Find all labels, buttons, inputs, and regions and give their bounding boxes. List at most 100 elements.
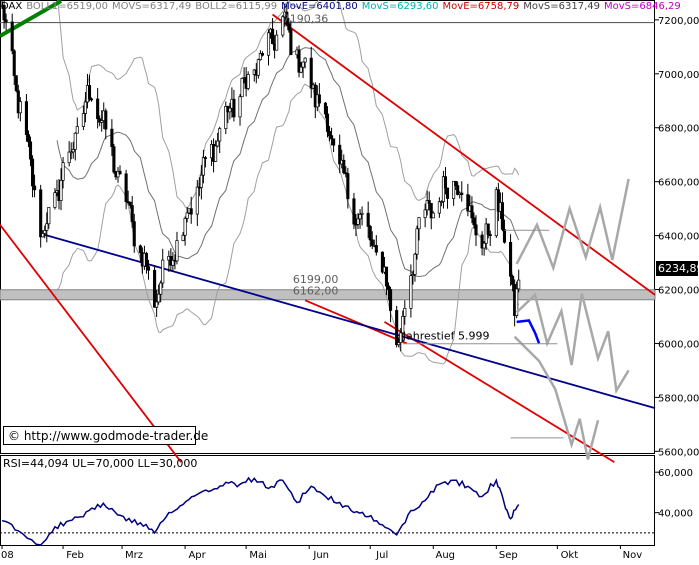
legend-item: DAX (1, 1, 22, 12)
x-tick-label: Apr (188, 550, 206, 561)
candle-body (53, 192, 57, 208)
candle-body (427, 200, 431, 204)
y-tick-label: 7000,00 (658, 70, 699, 81)
candle-body (41, 233, 45, 238)
x-tick-label: Jun (312, 550, 329, 561)
trendline-channel (304, 299, 408, 345)
candle-body (33, 185, 37, 191)
candle-body (466, 194, 470, 212)
candle-body (299, 66, 303, 73)
candle-body (14, 75, 18, 92)
candle-body (431, 212, 435, 219)
candle-body (480, 234, 484, 249)
candle-body (218, 128, 222, 142)
trendline-channel (272, 13, 656, 296)
copyright-box (3, 426, 196, 445)
rsi-legend: RSI=44,094 UL=70,000 LL=30,000 (3, 457, 197, 470)
candle-body (368, 226, 372, 241)
legend-item: MovS=6317,49 (523, 1, 600, 12)
candle-body (201, 157, 205, 176)
candle-body (281, 16, 285, 36)
candle-body (360, 212, 364, 215)
candle-body (144, 252, 149, 267)
candle-body (157, 293, 161, 303)
candle-body (441, 176, 445, 202)
candle-body (395, 310, 399, 346)
candle-body (43, 230, 47, 234)
candle-body (327, 131, 332, 136)
candle-body (75, 126, 79, 134)
candle-body (232, 98, 236, 118)
candle-body (104, 110, 108, 130)
legend-item: MovS=6846,29 (604, 1, 681, 12)
candle-body (45, 223, 49, 231)
candle-body (301, 61, 305, 68)
candle-body (352, 198, 356, 225)
candle-body (358, 213, 362, 220)
trendline-uptrend (0, 0, 63, 38)
trendline-channel (0, 224, 182, 463)
candle-body (183, 218, 187, 236)
candle-body (132, 221, 136, 247)
candle-body (246, 74, 250, 89)
y-tick-label: 6200,00 (658, 286, 699, 297)
x-tick-label: 08 (1, 550, 14, 561)
candle-body (59, 180, 63, 201)
candle-body (81, 113, 85, 127)
candle-body (303, 57, 307, 63)
candle-body (386, 285, 391, 290)
x-tick-label: Jul (375, 550, 388, 561)
candle-body (332, 138, 336, 146)
y-tick-label: 6000,00 (658, 339, 699, 350)
candle-body (452, 180, 456, 199)
annotation-label: 7190,36 (283, 13, 329, 26)
candle-body (380, 251, 384, 273)
current-price-box (656, 261, 698, 276)
candle-body (403, 307, 407, 317)
candle-body (228, 107, 232, 113)
candle-body (39, 189, 43, 238)
candle-body (323, 102, 328, 115)
candle-body (69, 151, 73, 154)
candle-body (260, 53, 264, 56)
y-tick-label: 6800,00 (658, 124, 699, 135)
annotation-label: 6199,00 (293, 273, 339, 286)
y-tick-label: 6400,00 (658, 232, 699, 243)
candle-body (472, 217, 476, 226)
candle-body (287, 23, 291, 31)
rsi-line (1, 476, 520, 546)
candle-body (61, 162, 65, 181)
candle-body (87, 85, 92, 100)
candle-body (417, 217, 421, 230)
candle-body (415, 228, 419, 255)
candle-body (517, 279, 521, 290)
candle-body (500, 202, 504, 230)
candle-body (502, 229, 507, 243)
candle-body (159, 282, 163, 295)
candle-body (437, 201, 441, 214)
bollinger-upper (57, 0, 520, 210)
y-tick-label: 5600,00 (658, 447, 699, 458)
y-tick-label: 6600,00 (658, 178, 699, 189)
x-tick-label: Aug (436, 550, 456, 561)
candle-body (443, 176, 448, 189)
main-panel-frame (0, 0, 655, 454)
candle-body (67, 151, 71, 164)
candle-body (256, 59, 260, 76)
legend-item: MovS=6293,60 (362, 1, 439, 12)
candle-body (366, 212, 370, 227)
rsi-y-tick-label: 60,000 (658, 468, 693, 479)
candle-body (195, 186, 199, 215)
legend-item: MovE=6758,79 (443, 1, 520, 12)
candle-body (384, 266, 389, 287)
candle-body (100, 120, 104, 123)
x-tick-label: Mrz (125, 550, 143, 561)
rsi-y-tick-label: 40,000 (658, 509, 693, 520)
candle-body (439, 201, 443, 203)
x-tick-label: Nov (623, 550, 643, 561)
candle-body (2, 4, 6, 21)
candle-body (18, 101, 22, 114)
candle-body (285, 11, 289, 25)
candle-body (171, 259, 175, 266)
